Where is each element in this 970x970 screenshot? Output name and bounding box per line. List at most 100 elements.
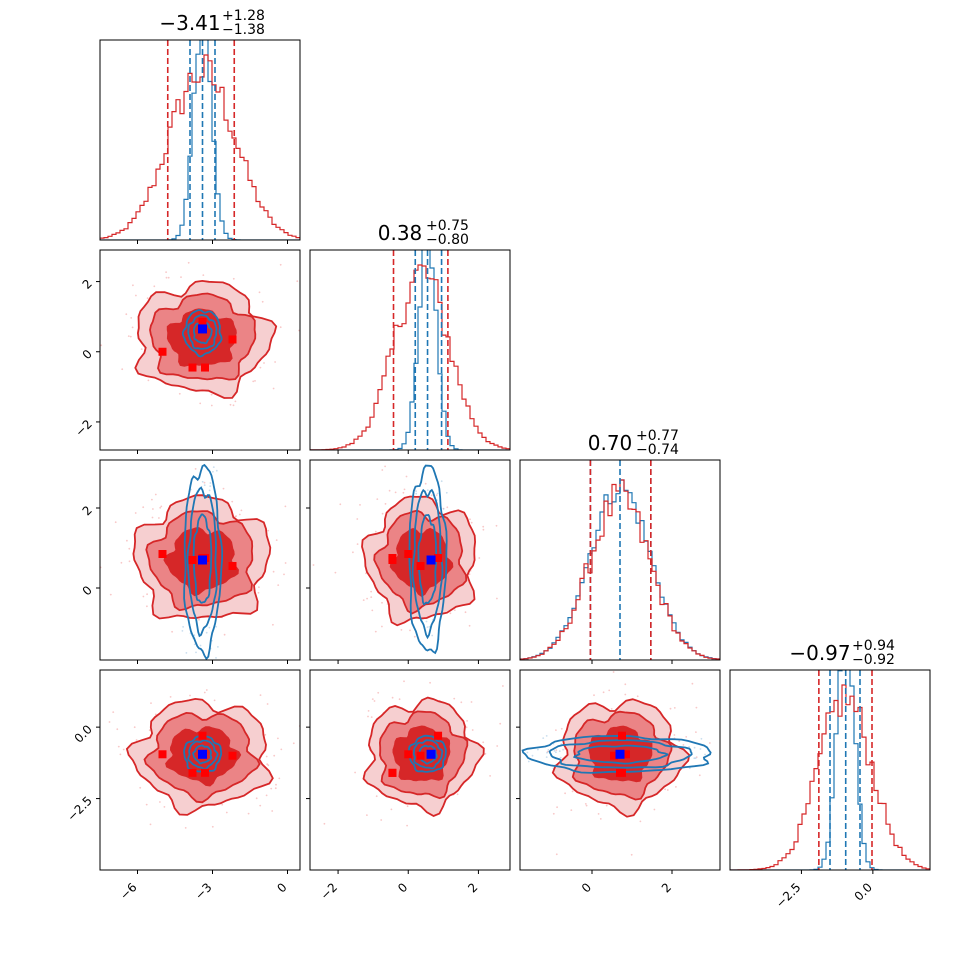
marginal-title-1: 0.38 xyxy=(378,221,423,245)
marginal-hist-red-1 xyxy=(310,264,510,450)
contour-line-red-1 xyxy=(149,292,257,381)
contour-line-blue-2 xyxy=(183,734,223,773)
contour-line-blue-1 xyxy=(187,314,218,350)
marginal-title-minus-3: −0.92 xyxy=(852,652,895,668)
sample-point-1 xyxy=(618,731,626,740)
joint-panel-2-1 xyxy=(309,459,511,661)
corner-labels: −3.41 +1.28−1.380.38 +0.75−0.800.70 +0.77−0… xyxy=(64,8,895,911)
contour-line-red-1 xyxy=(145,510,254,612)
x-tick-label: 2 xyxy=(465,880,480,895)
sample-point-0 xyxy=(622,750,630,759)
marginal-hist-blue-0 xyxy=(100,40,300,240)
sample-point-2 xyxy=(416,562,425,570)
joint-frame-3-2 xyxy=(519,669,721,871)
joint-frame-1-0 xyxy=(99,249,301,451)
truth-point xyxy=(198,749,207,759)
sample-point-0 xyxy=(158,750,167,759)
sample-point-0 xyxy=(158,550,167,558)
joint-panel-3-2 xyxy=(519,669,721,871)
joint-panel-3-1 xyxy=(309,669,511,871)
x-tick-label: −2 xyxy=(318,880,340,902)
marginal-frame-3 xyxy=(729,669,931,871)
y-tick-label: 0.0 xyxy=(72,722,95,745)
x-tick-label: −3 xyxy=(192,880,214,902)
x-tick-label: −2.5 xyxy=(773,880,804,911)
joint-panel-1-0 xyxy=(99,249,301,451)
marginal-title-plus-2: +0.77 xyxy=(636,428,679,444)
joint-frame-3-0 xyxy=(99,669,301,871)
contour-line-red-2 xyxy=(163,527,239,597)
sample-point-2 xyxy=(610,751,618,760)
y-tick-label: −2 xyxy=(73,417,95,439)
x-tick-label: 0 xyxy=(395,880,410,895)
marginal-frame-2 xyxy=(519,459,721,661)
joint-panel-3-0 xyxy=(99,669,301,871)
marginal-hist-blue-1 xyxy=(310,250,510,450)
sample-point-3 xyxy=(188,363,197,372)
x-tick-label: 0 xyxy=(274,880,289,895)
contour-line-red-1 xyxy=(571,710,673,801)
contour-line-blue-2 xyxy=(183,463,224,660)
truth-point xyxy=(198,324,207,334)
marginal-title-0: −3.41 xyxy=(159,11,220,35)
marginal-panel-2 xyxy=(519,459,721,661)
marginal-hist-red-0 xyxy=(100,54,300,240)
truth-point xyxy=(198,555,207,565)
sample-point-1 xyxy=(198,731,207,740)
marginal-title-plus-1: +0.75 xyxy=(426,218,469,234)
marginal-title-plus-3: +0.94 xyxy=(852,638,895,654)
contour-line-red-1 xyxy=(378,710,469,800)
y-tick-label: 2 xyxy=(80,277,95,292)
contour-line-red-0 xyxy=(134,279,278,399)
contour-line-red-0 xyxy=(361,495,477,627)
marginal-title-3: −0.97 xyxy=(789,641,850,665)
marginal-hist-red-3 xyxy=(730,684,930,870)
marginal-frame-1 xyxy=(309,249,511,451)
joint-frame-3-1 xyxy=(309,669,511,871)
marginal-panel-1 xyxy=(309,249,511,451)
contour-line-blue-0 xyxy=(192,320,213,345)
x-tick-label: 0 xyxy=(579,880,594,895)
contour-line-red-0 xyxy=(132,494,272,620)
contour-line-red-2 xyxy=(588,725,653,783)
joint-frame-2-0 xyxy=(99,459,301,661)
y-tick-label: 0 xyxy=(80,583,95,598)
contour-line-red-2 xyxy=(392,725,451,782)
marginal-panel-0 xyxy=(99,39,301,241)
contour-line-blue-0 xyxy=(417,514,438,606)
truth-point xyxy=(615,749,625,759)
marginal-title-minus-2: −0.74 xyxy=(636,442,679,458)
marginal-panel-3 xyxy=(729,669,931,871)
corner-panels xyxy=(99,39,931,871)
y-tick-label: −2.5 xyxy=(64,794,95,825)
sample-point-2 xyxy=(416,751,425,760)
contour-line-blue-1 xyxy=(548,739,693,769)
marginal-hist-red-2 xyxy=(520,479,720,660)
sample-point-1 xyxy=(434,731,443,740)
contour-line-red-1 xyxy=(373,509,468,615)
contour-line-blue-1 xyxy=(411,488,444,640)
contour-line-blue-1 xyxy=(412,739,444,770)
sample-point-4 xyxy=(388,554,397,562)
sample-point-0 xyxy=(404,550,413,558)
contour-line-red-1 xyxy=(143,711,261,804)
contour-line-blue-0 xyxy=(192,744,213,765)
contour-line-blue-2 xyxy=(181,309,223,358)
sample-point-1 xyxy=(198,317,207,326)
sample-point-1 xyxy=(434,554,443,562)
contour-line-blue-2 xyxy=(408,464,448,655)
sample-point-3 xyxy=(188,556,197,564)
truth-point xyxy=(426,749,436,759)
y-tick-label: 0 xyxy=(80,347,95,362)
x-tick-label: −6 xyxy=(117,880,139,902)
sample-point-2 xyxy=(228,335,237,344)
sample-point-0 xyxy=(158,347,167,356)
marginal-title-minus-1: −0.80 xyxy=(426,232,469,248)
x-tick-label: 2 xyxy=(659,880,674,895)
x-tick-label: 0.0 xyxy=(852,880,875,903)
contour-line-red-0 xyxy=(125,697,274,816)
sample-point-4 xyxy=(388,768,397,777)
sample-point-4 xyxy=(201,363,209,372)
contour-line-red-0 xyxy=(362,696,485,817)
